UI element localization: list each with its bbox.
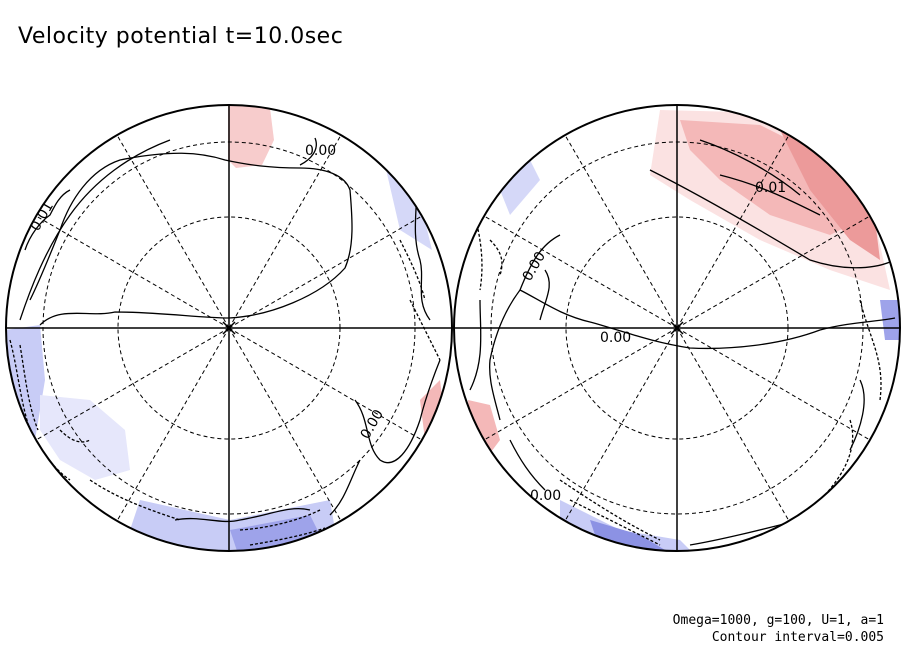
- right-contour-label-001: 0.01: [755, 180, 786, 196]
- right-contour-label-004: 0.00: [530, 488, 561, 504]
- left-hemisphere-outline: [5, 104, 453, 552]
- left-positive-region-se: [420, 380, 445, 440]
- right-negative-region-nw: [500, 160, 540, 215]
- left-hemisphere: 0.01 0.00 0.00: [5, 104, 453, 552]
- left-positive-region: [228, 105, 274, 168]
- left-negative-region-sw: [40, 395, 130, 480]
- left-contour-label-002: 0.00: [305, 143, 336, 159]
- right-contour-label-002: 0.00: [520, 249, 549, 284]
- footer-contour-interval: Contour interval=0.005: [711, 630, 884, 645]
- chart-title: Velocity potential t=10.0sec: [18, 24, 344, 49]
- right-positive-strong: [780, 130, 880, 260]
- footer-params: Omega=1000, g=100, U=1, a=1: [672, 613, 884, 628]
- right-hemisphere-outline: [453, 104, 901, 552]
- left-negative-region-east: [385, 165, 432, 250]
- right-positive-region-sw: [468, 400, 500, 460]
- right-contour-label-003: 0.00: [600, 330, 631, 346]
- right-hemisphere: 0.01 0.00 0.00 0.00: [453, 104, 901, 552]
